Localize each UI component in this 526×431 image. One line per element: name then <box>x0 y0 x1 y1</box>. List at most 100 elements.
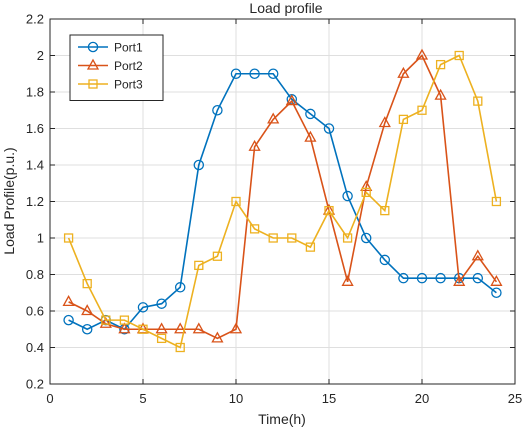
data-point <box>137 302 149 313</box>
y-tick-label: 0.2 <box>26 377 44 392</box>
data-point <box>268 233 278 243</box>
data-point <box>471 249 484 261</box>
data-point <box>435 59 446 70</box>
series-line <box>67 54 498 349</box>
data-point <box>287 233 297 243</box>
legend-label: Port2 <box>114 59 143 73</box>
legend-box <box>69 34 164 101</box>
data-point <box>267 68 279 80</box>
y-tick-label: 1.4 <box>26 158 44 173</box>
legend-marker <box>88 79 98 89</box>
data-point <box>248 139 261 151</box>
legend: Port1 Port2 Port3 <box>69 34 164 101</box>
data-point <box>434 88 447 100</box>
data-point <box>229 322 243 334</box>
y-tick-label: 2.2 <box>26 12 44 27</box>
x-tick-label: 5 <box>139 391 146 406</box>
data-point <box>342 190 353 202</box>
data-point <box>155 322 168 334</box>
y-tick-label: 0.4 <box>26 340 44 355</box>
data-point <box>360 180 373 192</box>
data-point <box>342 233 353 243</box>
data-point <box>62 295 75 307</box>
data-point <box>249 68 260 80</box>
data-point <box>174 282 186 293</box>
series-port2 <box>62 48 503 343</box>
y-tick-label: 0.6 <box>26 304 44 319</box>
data-point <box>491 196 502 207</box>
y-tick-label: 1 <box>37 231 44 246</box>
data-point <box>119 315 130 325</box>
data-point <box>323 123 335 134</box>
data-point <box>360 232 372 244</box>
data-point <box>82 278 92 289</box>
data-point <box>398 114 409 125</box>
data-point <box>398 272 409 284</box>
data-point <box>415 48 429 60</box>
y-axis-label: Load Profile(p.u.) <box>1 147 17 254</box>
data-point <box>378 116 391 128</box>
data-point <box>63 314 74 326</box>
data-point <box>285 94 298 106</box>
x-tick-label: 10 <box>229 391 243 406</box>
data-point <box>417 105 427 115</box>
data-point <box>212 105 223 116</box>
legend-marker <box>87 41 99 53</box>
data-point <box>156 333 167 344</box>
data-point <box>490 274 503 286</box>
data-point <box>118 322 131 334</box>
data-point <box>305 242 316 252</box>
data-point <box>230 68 242 80</box>
data-point <box>267 112 280 124</box>
data-point <box>305 108 316 120</box>
data-point <box>491 287 502 298</box>
tick-layer: 0 5 10 15 20 25 0.2 0.4 0.6 0.8 1 1.2 1.4 1.6 1.8 2 2.2 <box>26 12 522 407</box>
legend-label: Port3 <box>114 78 143 92</box>
series-port3 <box>63 50 502 353</box>
x-tick-label: 0 <box>46 391 53 406</box>
y-tick-label: 0.8 <box>26 267 44 282</box>
data-point <box>341 274 354 286</box>
legend-item: Port2 <box>78 58 143 73</box>
chart-title: Load profile <box>249 0 322 16</box>
y-tick-label: 1.8 <box>26 85 44 100</box>
data-point <box>192 322 205 334</box>
data-point <box>416 272 428 284</box>
data-point <box>324 205 334 216</box>
data-point <box>380 205 390 216</box>
y-tick-label: 2 <box>37 48 44 63</box>
data-point <box>138 324 148 334</box>
data-point <box>175 342 185 353</box>
data-point <box>212 251 223 261</box>
data-point <box>473 96 483 106</box>
data-point <box>304 130 317 142</box>
data-point <box>249 224 260 234</box>
data-point <box>156 298 167 309</box>
data-point <box>435 272 446 284</box>
x-tick-label: 15 <box>322 391 336 406</box>
data-point <box>81 304 94 316</box>
data-point <box>472 272 484 284</box>
legend-marker <box>86 58 100 70</box>
data-point <box>193 159 205 171</box>
data-point <box>231 196 241 207</box>
legend-label: Port1 <box>114 41 143 55</box>
data-point <box>99 316 112 328</box>
series-layer <box>62 48 503 353</box>
x-axis-label: Time(h) <box>258 411 306 427</box>
legend-item: Port3 <box>78 78 143 92</box>
data-point <box>379 254 391 266</box>
x-tick-label: 20 <box>415 391 429 406</box>
data-point <box>194 260 204 271</box>
legend-item: Port1 <box>78 41 143 55</box>
data-point <box>453 274 466 286</box>
data-point <box>101 315 111 325</box>
data-point <box>174 322 187 334</box>
x-tick-label: 25 <box>508 391 522 406</box>
data-point <box>397 66 410 78</box>
y-tick-label: 1.2 <box>26 194 44 209</box>
data-point <box>63 233 74 243</box>
data-point <box>211 331 224 343</box>
y-tick-label: 1.6 <box>26 121 44 136</box>
